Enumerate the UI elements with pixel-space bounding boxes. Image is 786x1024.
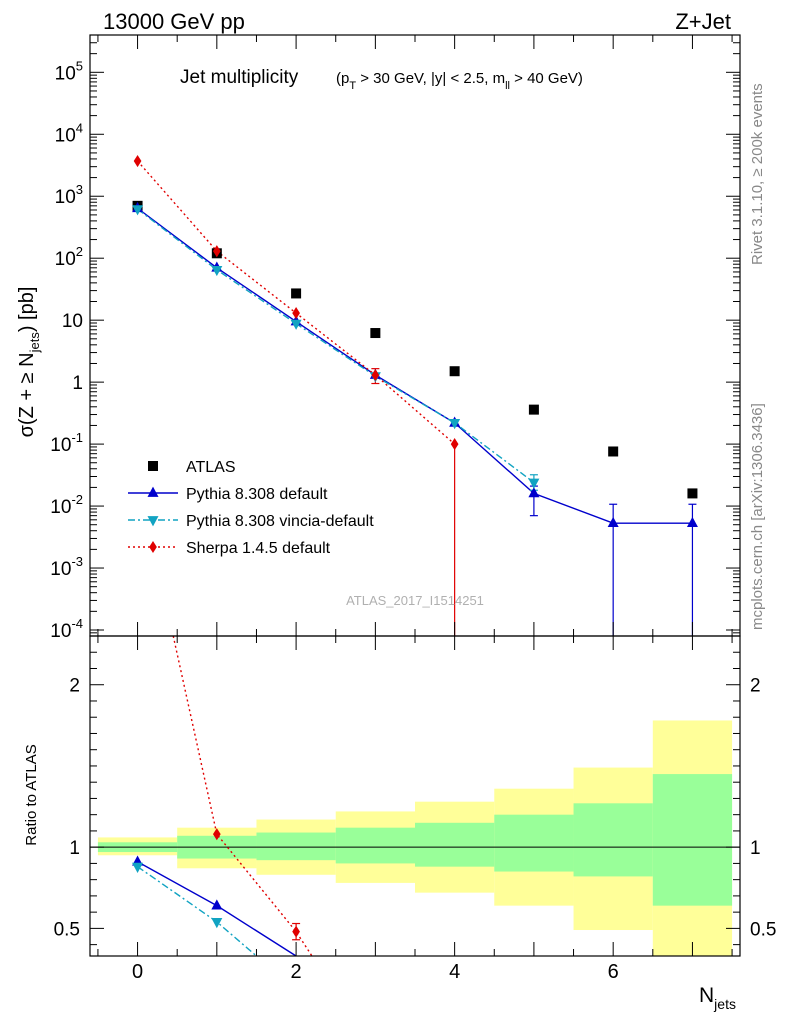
legend-marker-3	[149, 540, 157, 554]
main-line-2	[137, 208, 535, 484]
main-y-tick-label-1: 104	[55, 120, 83, 146]
main-y-tick-exponent-0: 5	[76, 58, 83, 73]
main-point-3-3	[371, 369, 380, 382]
main-y-tick-label-3: 102	[55, 244, 83, 270]
main-point-1-7	[686, 516, 698, 527]
main-y-tick-exponent-2: 3	[76, 182, 83, 197]
ratio-y-tick-label-left-2: 2	[69, 676, 80, 697]
main-y-tick-label-9: 10-4	[50, 616, 83, 642]
ratio-point-2-2	[292, 925, 300, 938]
ratio-y-tick-label-left-1: 1	[69, 838, 80, 859]
ratio-y-tick-label-right-2: 2	[750, 676, 761, 697]
ratio-y-axis-label: Ratio to ATLAS	[23, 744, 40, 845]
main-point-3-0	[133, 154, 142, 168]
energy-label: 13000 GeV pp	[103, 9, 245, 34]
ratio-y-tick-label-right-1: 1	[750, 838, 761, 859]
main-point-0-2	[291, 288, 302, 299]
ratio-point-0-1	[211, 899, 223, 910]
main-y-tick-exponent-9: -4	[71, 616, 83, 631]
main-y-tick-exponent-6: -1	[71, 430, 83, 445]
legend-label-1: Pythia 8.308 default	[186, 486, 328, 503]
main-point-3-2	[292, 307, 300, 320]
ratio-y-tick-label-left-0.5: 0.5	[54, 919, 80, 940]
main-point-2-5	[528, 478, 540, 489]
main-point-2-4	[449, 419, 461, 430]
main-point-0-3	[370, 328, 381, 339]
x-tick-label-2: 2	[291, 961, 302, 983]
band-inner-bin-2	[256, 832, 336, 861]
main-point-2-1	[211, 265, 223, 277]
x-tick-label-4: 4	[449, 961, 460, 983]
plot-subtitle: (pT > 30 GeV, |y| < 2.5, mll > 40 GeV)	[336, 70, 583, 92]
mcplots-label: mcplots.cern.ch [arXiv:1306.3436]	[749, 403, 766, 630]
analysis-id-label: ATLAS_2017_I1514251	[346, 593, 484, 608]
main-y-tick-exponent-3: 2	[76, 244, 83, 259]
main-point-2-0	[132, 205, 144, 216]
main-point-1-5	[528, 487, 540, 498]
ratio-point-2-1	[212, 828, 221, 841]
main-line-3	[137, 160, 456, 445]
main-y-tick-exponent-1: 4	[76, 120, 83, 135]
ratio-y-tick-label-right-0.5: 0.5	[750, 919, 776, 940]
x-tick-label-6: 6	[608, 961, 619, 983]
legend-marker-2	[147, 516, 159, 527]
ratio-point-1-1	[211, 918, 223, 929]
ratio-line-2	[172, 635, 313, 957]
plot-title: Jet multiplicity	[180, 67, 299, 88]
ratio-uncertainty-bands	[90, 720, 740, 956]
main-point-0-4	[449, 366, 460, 377]
main-point-3-1	[212, 245, 221, 258]
main-y-tick-label-2: 103	[55, 182, 83, 208]
legend-label-0: ATLAS	[186, 459, 236, 476]
legend-marker-0	[148, 461, 158, 471]
legend: ATLAS Pythia 8.308 default Pythia 8.308 vi…	[128, 459, 374, 557]
band-inner-bin-4	[415, 822, 495, 867]
main-point-0-7	[687, 488, 698, 499]
ratio-panel-data	[132, 635, 313, 957]
x-tick-label-0: 0	[132, 961, 143, 983]
band-inner-bin-5	[494, 814, 574, 872]
band-inner-bin-7	[652, 774, 733, 906]
main-point-0-5	[528, 404, 539, 415]
band-inner-bin-3	[335, 827, 415, 864]
main-y-tick-label-8: 10-3	[50, 554, 83, 580]
legend-marker-1	[147, 486, 159, 497]
ratio-line-1	[137, 866, 257, 957]
main-y-tick-exponent-8: -3	[71, 554, 83, 569]
main-y-tick-label-0: 105	[55, 58, 83, 84]
x-axis-label: Njets	[699, 984, 736, 1012]
main-y-axis-label: σ(Z + ≥ Njets) [pb]	[16, 287, 42, 438]
main-y-tick-label-6: 10-1	[50, 430, 83, 456]
main-y-tick-label-4: 10	[62, 311, 83, 332]
main-y-tick-label-5: 1	[72, 373, 83, 394]
process-label: Z+Jet	[675, 9, 731, 34]
main-point-0-6	[608, 446, 619, 457]
band-inner-bin-6	[573, 803, 653, 877]
main-point-2-2	[290, 319, 302, 330]
main-point-1-6	[607, 516, 619, 527]
legend-label-3: Sherpa 1.4.5 default	[186, 540, 331, 557]
main-point-3-4	[450, 438, 459, 451]
legend-label-2: Pythia 8.308 vincia-default	[186, 513, 374, 530]
rivet-label: Rivet 3.1.10, ≥ 200k events	[749, 83, 766, 265]
main-y-tick-label-7: 10-2	[50, 492, 83, 518]
main-y-tick-exponent-7: -2	[71, 492, 83, 507]
main-panel-data	[132, 154, 698, 636]
ratio-point-1-0	[132, 862, 144, 873]
